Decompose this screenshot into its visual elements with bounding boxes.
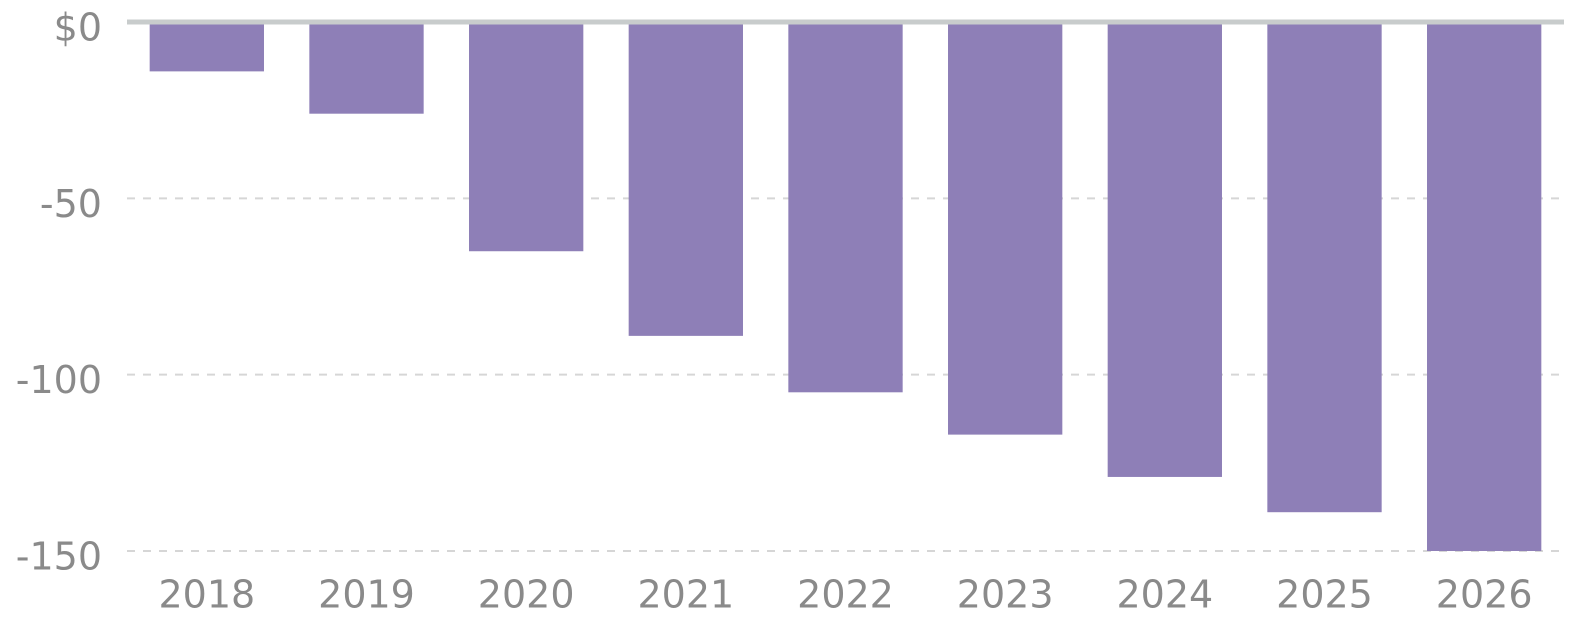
y-tick-label: $0 [54,6,102,50]
x-tick-label: 2025 [1276,573,1373,617]
x-tick-label: 2020 [478,573,575,617]
x-tick-label: 2018 [158,573,255,617]
bar [309,22,424,114]
bar [1107,22,1222,477]
x-tick-label: 2021 [637,573,734,617]
x-tick-label: 2024 [1116,573,1213,617]
x-tick-label: 2019 [318,573,415,617]
y-tick-label: -50 [40,182,102,226]
y-tick-label: -150 [16,535,102,579]
bar [149,22,264,72]
x-tick-label: 2022 [797,573,894,617]
bar [788,22,903,393]
x-tick-label: 2023 [957,573,1054,617]
y-tick-label: -100 [16,358,102,402]
bar [948,22,1063,435]
bar [1427,22,1542,551]
bar [469,22,584,252]
bar [1267,22,1382,513]
bar [628,22,743,336]
x-tick-label: 2026 [1436,573,1533,617]
